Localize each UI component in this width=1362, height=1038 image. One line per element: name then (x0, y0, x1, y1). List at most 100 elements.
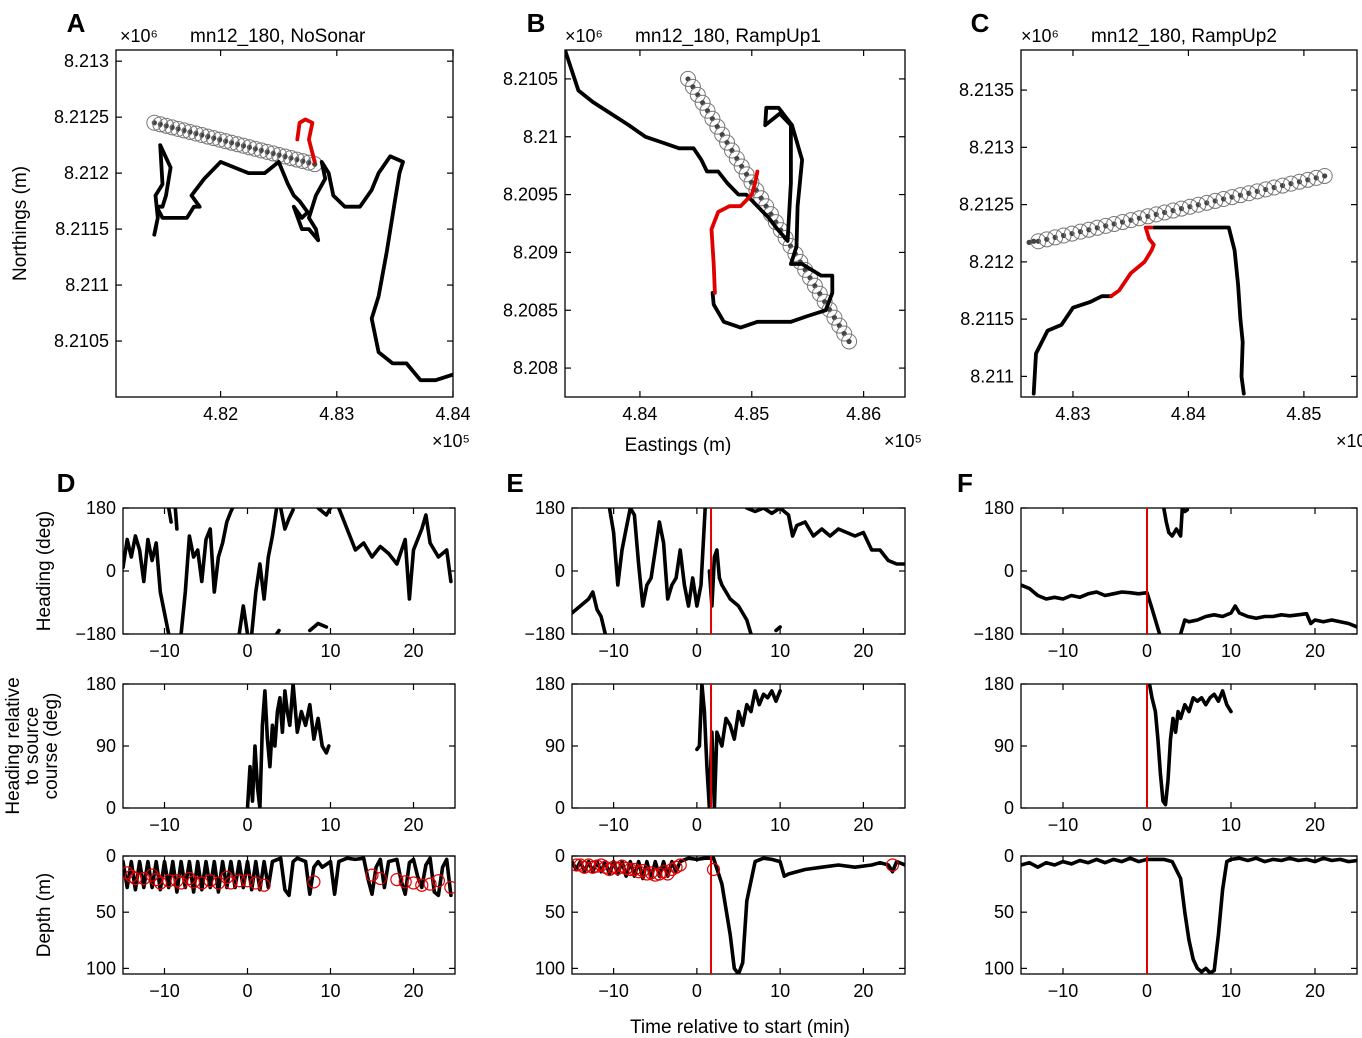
y-tick-label: 8.212 (969, 252, 1014, 272)
source-position-circle (684, 78, 701, 95)
panel-letter: C (971, 8, 990, 38)
y-tick-label: 8.213 (969, 137, 1014, 157)
data-series-line (123, 856, 453, 898)
y-tick-label: −180 (973, 624, 1014, 644)
y-tick-label: 180 (984, 674, 1014, 694)
surfacing-marker (423, 877, 437, 891)
y-tick-label: 8.213 (64, 51, 109, 71)
surfacing-marker (307, 875, 321, 889)
y-tick-label: 100 (984, 958, 1014, 978)
data-series-line (179, 508, 235, 634)
data-series-line (336, 508, 453, 601)
x-tick-label: 0 (1142, 981, 1152, 1001)
surfacing-marker (257, 878, 271, 892)
source-position-circle (826, 309, 843, 326)
source-position-circle (714, 126, 731, 143)
time-label: Time relative to start (min) (630, 1017, 850, 1038)
plot-area (1021, 856, 1357, 974)
data-series-line (173, 508, 179, 531)
x-tick-label: 4.84 (622, 404, 657, 424)
x-tick-label: 20 (403, 981, 423, 1001)
data-series-line (166, 508, 173, 524)
surfacing-marker (249, 876, 263, 890)
x-tick-label: −10 (598, 641, 629, 661)
source-position-circle (836, 325, 853, 342)
x-tick-label: 0 (242, 641, 252, 661)
plot-area (695, 684, 782, 808)
x-tick-label: 0 (242, 815, 252, 835)
surfacing-marker (390, 872, 404, 887)
y-tick-label: 0 (1004, 846, 1014, 866)
source-position-circle (704, 110, 721, 127)
animal-track (152, 143, 453, 383)
axes-frame (122, 507, 456, 635)
surfacing-marker (373, 871, 387, 886)
y-tick-label: 8.208 (513, 358, 558, 378)
source-position-dot (1026, 239, 1032, 245)
figure-layer: A ×10⁶ mn12_180, NoSonar ×10⁵ 4.82 4.83 4.84 8.… (3, 8, 1362, 1001)
plot-area (245, 684, 331, 808)
y-tick-label: 8.2115 (960, 309, 1014, 329)
x-tick-label: 4.85 (1286, 404, 1321, 424)
y-tick-label: 8.2125 (959, 195, 1014, 215)
data-series-line (274, 628, 281, 634)
y-axis-label: Depth (m) (34, 873, 55, 957)
x-tick-label: 10 (320, 981, 340, 1001)
data-series-line (245, 684, 331, 808)
surfacing-marker (706, 862, 721, 877)
y-tick-label: −180 (75, 624, 116, 644)
data-series-line (237, 604, 250, 634)
y-tick-label: 0 (106, 798, 116, 818)
surfacing-marker (128, 871, 143, 886)
source-position-dot (1031, 238, 1037, 244)
source-position-circle (777, 230, 794, 247)
x-tick-label: 10 (770, 981, 790, 1001)
y-tick-label: 0 (555, 561, 565, 581)
panel-letter: E (506, 468, 523, 498)
axes-frame (1020, 855, 1358, 975)
y-axis-label: course (deg) (41, 693, 62, 800)
animal-track (1151, 225, 1246, 396)
surfacing-marker (224, 876, 238, 890)
y-tick-label: 0 (1004, 798, 1014, 818)
data-series-line (278, 508, 295, 531)
y-tick-label: 0 (1004, 561, 1014, 581)
axes-frame (571, 683, 906, 809)
panel-letter: B (527, 8, 546, 38)
source-position-dot (846, 338, 852, 345)
y-tick-label: 8.2135 (959, 80, 1014, 100)
x-tick-label: 4.84 (1171, 404, 1206, 424)
y-tick-label: 180 (535, 498, 565, 518)
source-position-circle (738, 166, 755, 183)
x-tick-label: 0 (692, 815, 702, 835)
surfacing-marker (415, 878, 429, 892)
x-tick-label: 20 (1305, 981, 1325, 1001)
source-position-circle (680, 70, 697, 87)
data-series-line (1021, 856, 1357, 974)
surfacing-marker (885, 858, 900, 872)
y-tick-label: 8.209 (513, 242, 558, 262)
x-tick-label: 10 (1221, 815, 1241, 835)
data-series-line (774, 625, 782, 633)
plot-area (572, 508, 905, 634)
surfacing-marker (186, 875, 201, 889)
x-tick-label: −10 (149, 641, 180, 661)
panel-title: mn12_180, NoSonar (190, 26, 366, 47)
y-tick-label: 50 (545, 902, 565, 922)
axes-frame (564, 49, 906, 398)
data-series-line (1178, 604, 1357, 634)
data-series-line (316, 508, 333, 517)
data-series-line (695, 684, 782, 808)
data-series-line (1021, 583, 1162, 634)
surfacing-marker (182, 871, 196, 886)
surfacing-marker (398, 875, 412, 889)
source-position-circle (694, 94, 711, 111)
source-position-circle (723, 142, 740, 159)
x-tick-label: 4.85 (734, 404, 769, 424)
data-series-line (744, 508, 905, 566)
y-tick-label: 90 (545, 736, 565, 756)
axes-frame (122, 855, 456, 975)
y-axis-label: to source (22, 707, 43, 785)
y-axis-label: Northings (m) (10, 166, 31, 281)
y-tick-label: 180 (984, 498, 1014, 518)
